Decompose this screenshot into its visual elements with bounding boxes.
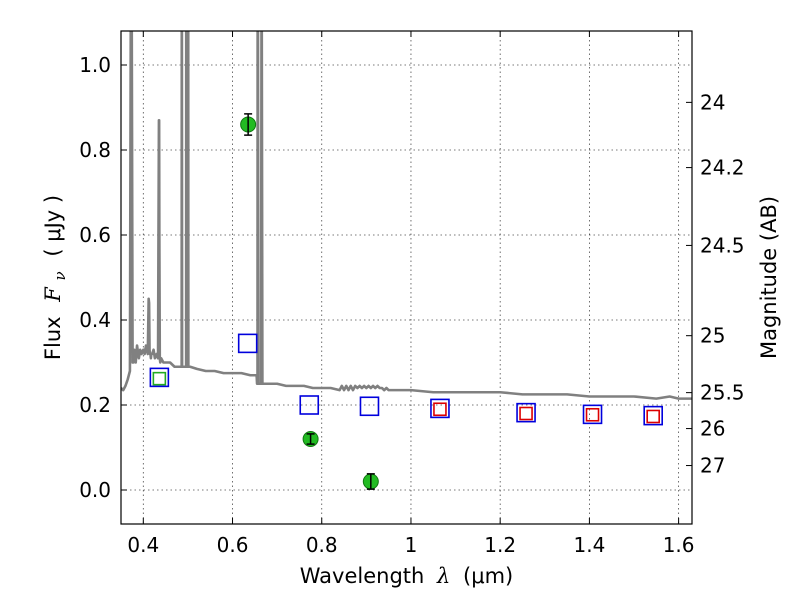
y2-tick-label: 25 (700, 324, 725, 348)
x-tick-label: 0.6 (217, 533, 249, 557)
model-square-3 (519, 406, 533, 421)
y-axis-label-symbol: F (41, 286, 65, 303)
y-tick-label: 0.6 (79, 223, 111, 247)
x-tick-label: 1.4 (573, 533, 605, 557)
y2-tick-label: 26 (700, 417, 725, 441)
grid-lines (121, 31, 692, 524)
x-tick-label: 1.6 (663, 533, 695, 557)
y-tick-label: 0.2 (79, 393, 111, 417)
model-square-2 (149, 367, 170, 388)
model-square-4 (152, 371, 167, 386)
model-square-3 (433, 402, 447, 417)
axis-ticks: 0.4 0.6 0.8 1 1.2 1.4 1.6 0.0 0.2 0.4 0.6 0.8 1.0 24 2… (79, 31, 745, 557)
x-tick-label: 1.2 (484, 533, 516, 557)
model-square-2 (359, 396, 380, 417)
model-square-2 (430, 398, 450, 419)
model-square-2 (237, 333, 258, 354)
x-tick-label: 0.8 (306, 533, 338, 557)
model-square-2 (299, 395, 320, 415)
x-axis-label: Wavelength λ (μm) (300, 564, 513, 588)
right-axis-label: Magnitude (AB) (757, 196, 781, 359)
y-axis-label-subscript: ν (51, 271, 69, 280)
y-tick-label: 1.0 (79, 53, 111, 77)
plot-frame (120, 30, 693, 525)
y2-tick-label: 27 (700, 454, 725, 478)
y2-tick-label: 25.5 (700, 381, 745, 405)
x-axis-label-unit: (μm) (463, 564, 513, 588)
model-square-2 (516, 402, 536, 423)
y-tick-label: 0.8 (79, 138, 111, 162)
x-axis-label-prefix: Wavelength (300, 564, 425, 588)
x-tick-label: 1 (405, 533, 418, 557)
plot-area (121, 31, 692, 490)
y2-tick-label: 24 (700, 90, 725, 114)
y2-tick-label: 24.2 (700, 156, 745, 180)
y-axis-label-unit: ( μJy ) (41, 195, 65, 257)
model-square-3 (646, 409, 660, 424)
x-axis-label-symbol: λ (436, 564, 450, 588)
y2-tick-label: 24.5 (700, 233, 745, 257)
y-axis-label: Flux F ν ( μJy ) (41, 195, 70, 360)
model-square-2 (582, 404, 603, 425)
spectrum-line (121, 31, 692, 400)
y-axis-label-prefix: Flux (41, 316, 65, 360)
y-tick-label: 0.0 (79, 478, 111, 502)
x-tick-label: 0.4 (127, 533, 159, 557)
model-square-3 (585, 407, 600, 422)
model-square-2 (643, 405, 663, 426)
y-tick-label: 0.4 (79, 308, 111, 332)
